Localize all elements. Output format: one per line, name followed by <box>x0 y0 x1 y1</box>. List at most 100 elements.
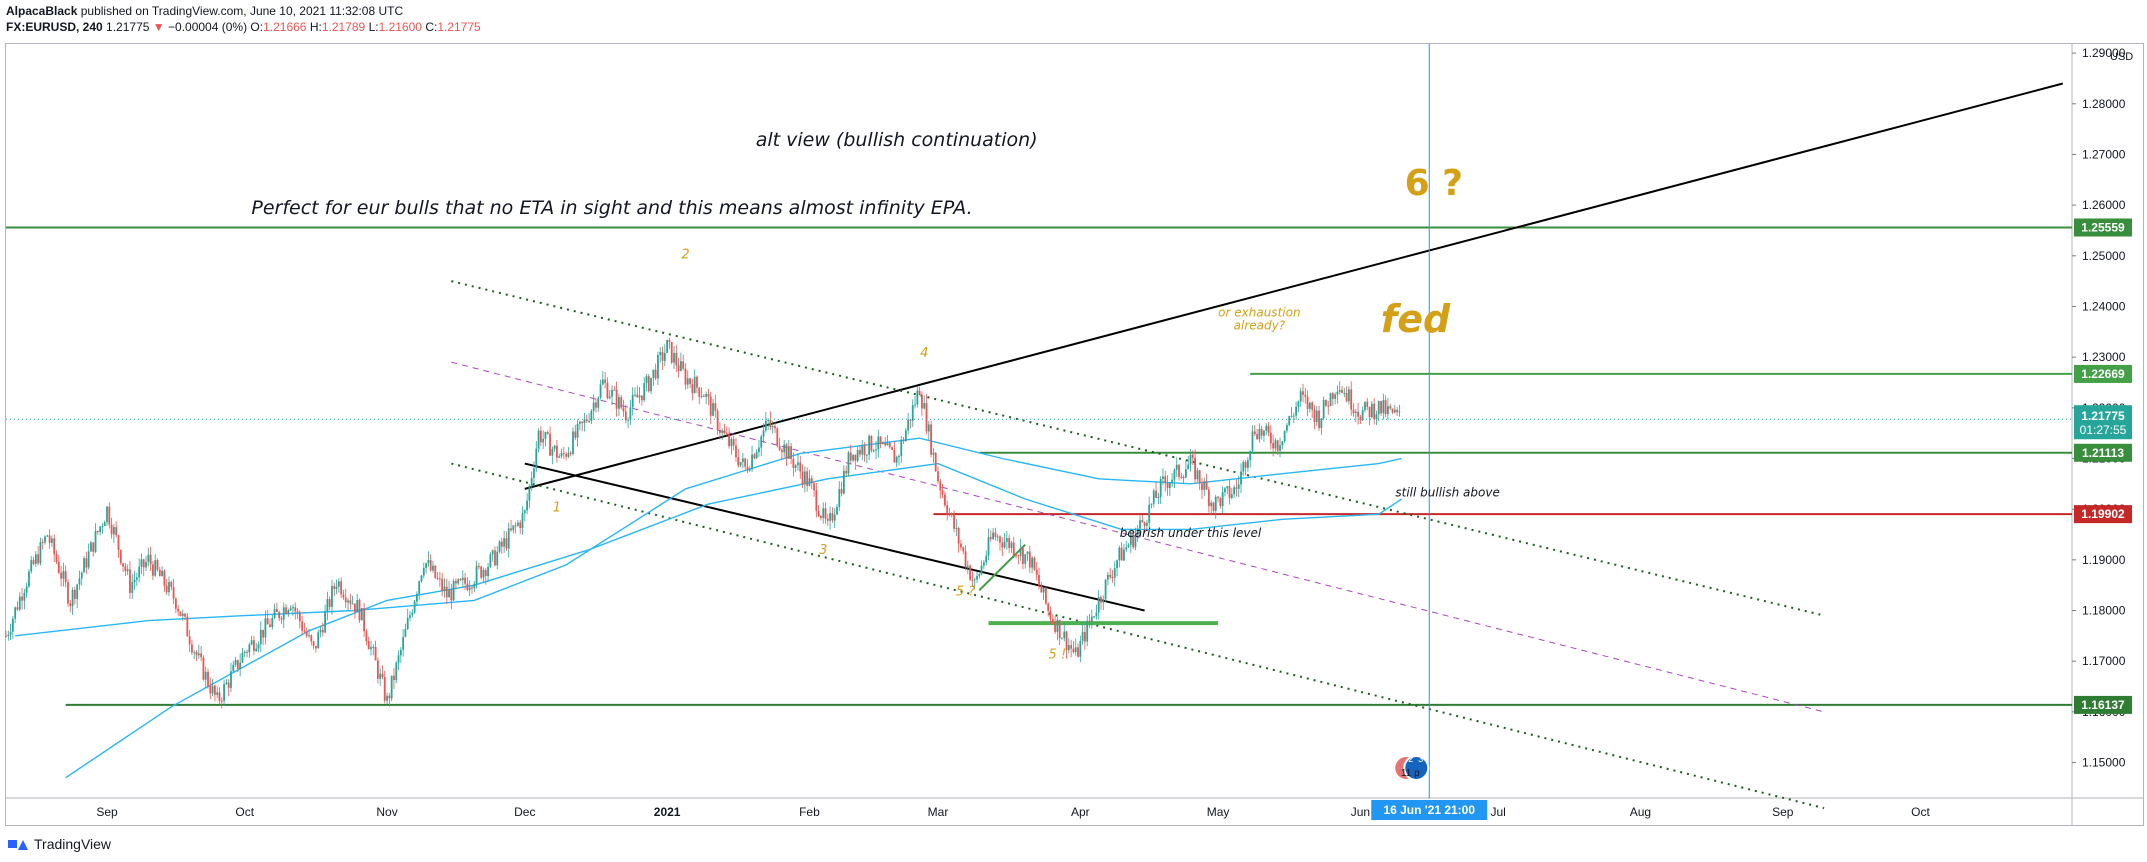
publisher-name[interactable]: AlpacaBlack <box>6 4 78 18</box>
candle-body <box>441 578 444 592</box>
candle-body <box>1348 389 1350 402</box>
candle-body <box>925 403 928 432</box>
candle-body <box>604 379 607 383</box>
currency-label: USD <box>2110 51 2133 63</box>
x-tick-label: Oct <box>1911 805 1930 819</box>
candle-body <box>1120 547 1123 561</box>
candle-body <box>904 430 907 442</box>
candle-body <box>1297 401 1300 407</box>
x-tick-label: Mar <box>928 805 949 819</box>
chart-annotation: already? <box>1234 318 1286 332</box>
candle-body <box>48 535 51 543</box>
candle-body <box>618 397 620 409</box>
x-tick-label: 2021 <box>654 805 681 819</box>
candle-body <box>259 629 262 645</box>
candle-body <box>278 611 281 619</box>
candle-body <box>1265 425 1268 431</box>
candle-body <box>907 419 910 431</box>
candle-body <box>1104 579 1107 600</box>
candle-body <box>1017 555 1020 557</box>
candle-body <box>1242 462 1245 472</box>
price-label-box <box>2074 364 2132 383</box>
chart-frame[interactable] <box>5 43 2144 826</box>
candle-body <box>1116 560 1118 569</box>
candle-body <box>969 565 972 580</box>
candle-body <box>340 581 343 595</box>
footer-brand: TradingView <box>34 836 112 852</box>
candle-body <box>360 608 363 621</box>
candle-body <box>751 454 753 470</box>
y-tick-label: 1.29000 <box>2082 46 2126 60</box>
candle-body <box>581 421 584 424</box>
candle-body <box>1001 542 1004 548</box>
candle-body <box>1058 619 1061 639</box>
symbol-label[interactable]: FX:EURUSD, 240 <box>6 20 103 34</box>
candle-body <box>957 528 960 544</box>
trendline <box>451 462 1825 810</box>
candle-body <box>859 450 861 455</box>
candle-body <box>900 440 903 457</box>
candle-body <box>544 432 547 439</box>
candle-body <box>333 586 336 589</box>
candle-body <box>326 599 329 612</box>
candle-body <box>475 565 478 584</box>
candle-body <box>1061 638 1063 640</box>
candle-body <box>962 547 965 552</box>
candle-body <box>950 513 953 515</box>
candle-body <box>142 559 145 568</box>
candle-body <box>643 383 646 401</box>
candle-body <box>948 513 951 515</box>
candle-body <box>1249 450 1252 461</box>
candle-body <box>427 560 430 564</box>
candle-body <box>813 483 815 491</box>
x-tick-label: Jul <box>1490 805 1505 819</box>
candle-body <box>1035 569 1038 575</box>
candle-body <box>1389 406 1392 409</box>
candle-body <box>191 644 193 653</box>
candle-body <box>1019 547 1022 556</box>
candle-body <box>989 537 992 540</box>
candle-body <box>709 396 712 416</box>
candle-body <box>1164 476 1167 484</box>
candle-body <box>122 563 124 567</box>
candle-body <box>1393 409 1396 413</box>
candle-body <box>831 513 834 521</box>
candle-body <box>1327 405 1330 407</box>
candle-body <box>521 513 524 529</box>
candle-body <box>923 403 926 409</box>
candle-body <box>358 599 361 621</box>
tradingview-footer[interactable]: TradingView <box>8 836 111 852</box>
candle-body <box>1185 469 1187 478</box>
candle-body <box>1074 647 1077 653</box>
x-tick-label: Nov <box>376 805 397 819</box>
candle-body <box>248 644 251 653</box>
candle-body <box>216 692 219 695</box>
price-label: 1.19902 <box>2081 507 2125 521</box>
candle-body <box>845 470 848 474</box>
candle-body <box>1141 520 1144 523</box>
candle-body <box>510 528 512 531</box>
candle-body <box>1315 410 1318 422</box>
candle-body <box>496 551 499 566</box>
candle-body <box>236 660 239 669</box>
price-label-box <box>2074 505 2132 524</box>
candle-body <box>404 629 407 637</box>
candle-body <box>1318 410 1320 428</box>
candle-body <box>294 607 297 612</box>
candle-body <box>1279 445 1281 451</box>
candle-body <box>28 571 30 587</box>
candle-body <box>1334 394 1337 399</box>
candle-body <box>443 586 446 592</box>
candle-body <box>264 618 267 638</box>
candle-body <box>627 419 629 421</box>
candle-body <box>44 536 46 543</box>
high-label: H: <box>309 20 322 34</box>
y-tick-label: 1.15000 <box>2082 756 2126 770</box>
candle-body <box>1129 534 1132 545</box>
candle-body <box>560 453 563 457</box>
candle-body <box>741 458 744 462</box>
candle-body <box>985 555 988 563</box>
candle-body <box>1382 400 1385 414</box>
candle-body <box>679 361 682 371</box>
